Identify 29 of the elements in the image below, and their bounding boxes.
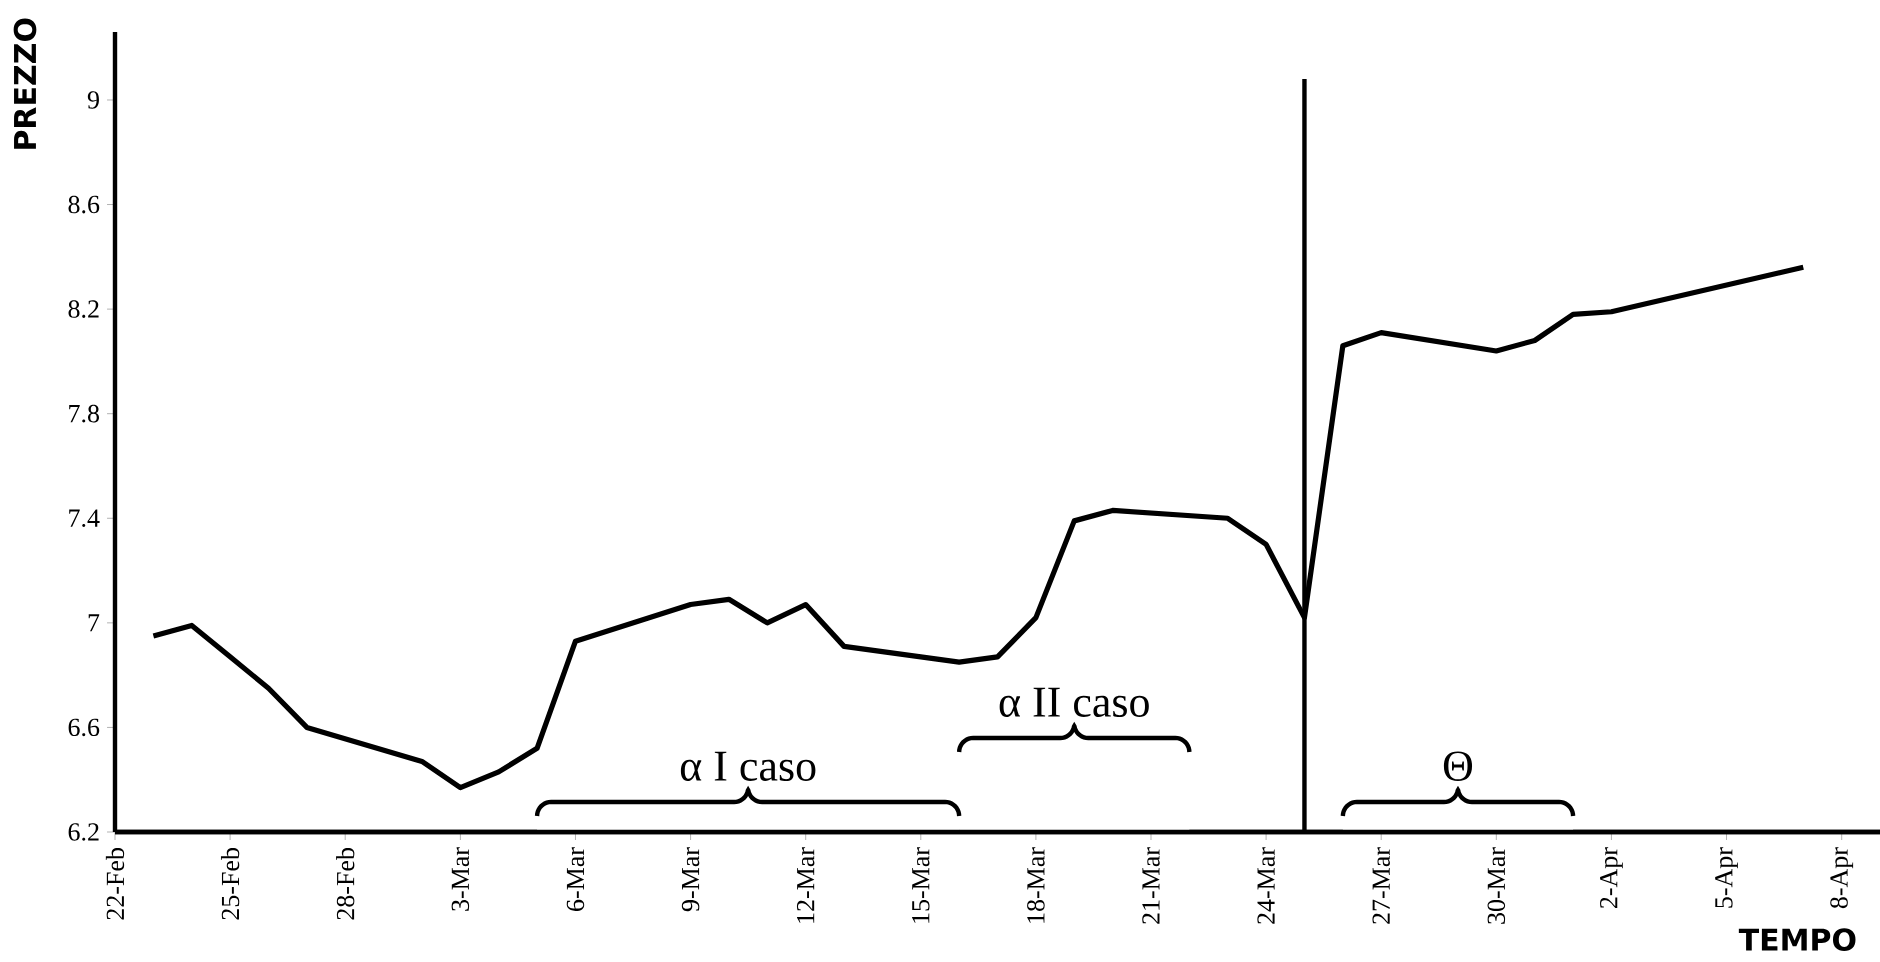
x-tick-label: 9-Mar <box>681 847 700 912</box>
y-tick-label: 8.2 <box>68 300 99 318</box>
x-tick-label: 2-Apr <box>1600 847 1623 908</box>
x-tick-label: 21-Mar <box>1142 847 1160 924</box>
band-label: Θ <box>1443 751 1473 781</box>
x-tick-label: 28-Feb <box>336 848 355 920</box>
y-tick-label: 8.6 <box>68 195 100 214</box>
band-label: α II caso <box>999 687 1149 717</box>
y-tick-label: 7.8 <box>69 404 99 423</box>
x-axis-title: TEMPO <box>1738 928 1856 951</box>
x-tick-label: 8-Apr <box>1830 847 1854 909</box>
x-tick-label: 12-Mar <box>796 847 815 923</box>
y-axis-title: PREZZO <box>13 18 37 149</box>
x-tick-label: 24-Mar <box>1257 847 1275 924</box>
y-tick-label: 6.6 <box>68 718 100 737</box>
x-tick-label: 6-Mar <box>566 847 585 911</box>
y-tick-label: 7.4 <box>69 509 100 528</box>
x-tick-label: 15-Mar <box>912 847 930 923</box>
y-tick-label: 6.2 <box>68 823 99 841</box>
x-tick-label: 22-Feb <box>105 848 125 920</box>
y-tick-label: 9 <box>87 91 99 109</box>
x-tick-label: 3-Mar <box>451 847 470 911</box>
band-label: α I caso <box>680 751 816 781</box>
x-tick-label: 18-Mar <box>1027 847 1045 923</box>
x-tick-label: 27-Mar <box>1372 847 1390 924</box>
x-tick-label: 30-Mar <box>1487 847 1506 924</box>
x-tick-label: 25-Feb <box>220 848 240 920</box>
x-tick-label: 5-Apr <box>1715 847 1738 908</box>
y-tick-label: 7 <box>88 614 100 632</box>
